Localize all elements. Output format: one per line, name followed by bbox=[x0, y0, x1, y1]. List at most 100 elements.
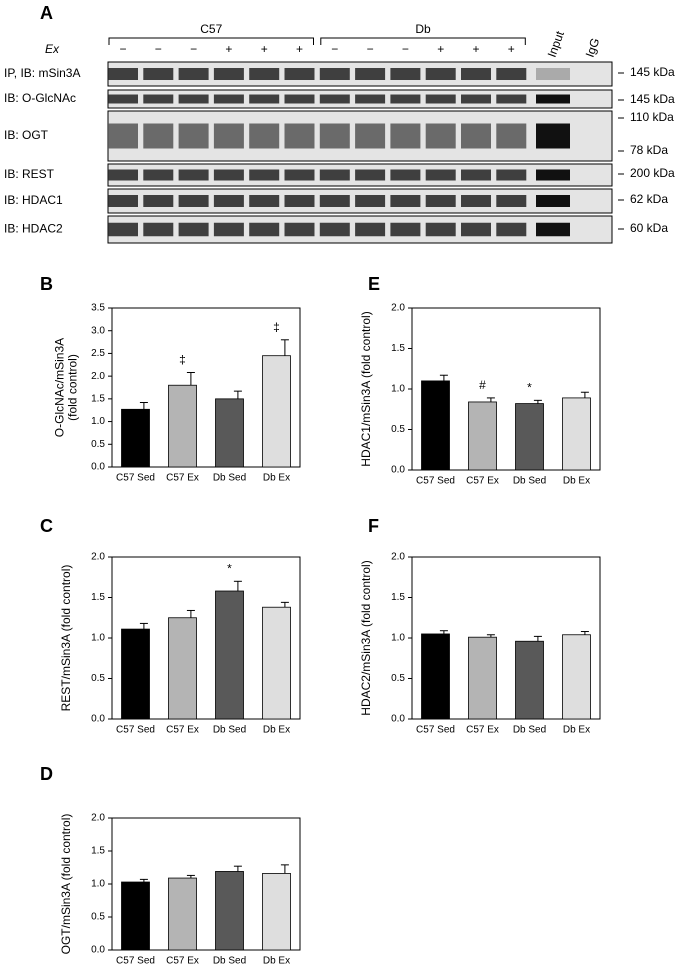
y-tick-label: 0.5 bbox=[91, 439, 105, 450]
treatment-sign: − bbox=[119, 42, 126, 56]
treatment-sign: − bbox=[155, 42, 162, 56]
band bbox=[284, 123, 315, 149]
bar bbox=[121, 881, 150, 951]
bar bbox=[262, 873, 291, 951]
control-label: Input bbox=[545, 29, 568, 59]
y-axis-label: HDAC1/mSin3A (fold control) bbox=[359, 311, 373, 466]
treatment-sign: + bbox=[508, 42, 515, 56]
plot-frame bbox=[111, 307, 301, 468]
annotation: ‡ bbox=[179, 353, 186, 367]
band bbox=[536, 222, 570, 237]
treatment-sign: + bbox=[472, 42, 479, 56]
treatment-sign: + bbox=[225, 42, 232, 56]
bar bbox=[421, 380, 450, 471]
x-tick-label: C57 Ex bbox=[466, 476, 499, 487]
band bbox=[355, 123, 386, 149]
band bbox=[143, 222, 174, 237]
band bbox=[319, 94, 350, 104]
y-tick-label: 0.5 bbox=[391, 673, 405, 684]
band bbox=[461, 222, 491, 237]
band bbox=[213, 195, 244, 207]
band bbox=[355, 195, 386, 207]
x-tick-label: Db Sed bbox=[213, 473, 246, 484]
band bbox=[536, 169, 570, 181]
x-tick-label: C57 Sed bbox=[416, 725, 455, 736]
y-axis-label: REST/mSin3A (fold control) bbox=[59, 565, 73, 712]
x-tick-label: C57 Sed bbox=[116, 725, 155, 736]
x-tick-label: C57 Ex bbox=[166, 725, 199, 736]
bar bbox=[468, 636, 497, 720]
y-tick-label: 0.0 bbox=[91, 945, 105, 956]
band bbox=[355, 169, 386, 181]
annotation: # bbox=[479, 378, 486, 392]
y-tick-label: 2.0 bbox=[91, 813, 105, 824]
y-tick-label: 1.0 bbox=[391, 384, 405, 395]
band bbox=[178, 195, 209, 207]
y-tick-label: 1.5 bbox=[91, 846, 105, 857]
band bbox=[249, 94, 280, 104]
band bbox=[461, 195, 491, 207]
band bbox=[178, 94, 209, 104]
bar bbox=[562, 397, 591, 471]
panel-letter: A bbox=[40, 3, 53, 23]
bar bbox=[515, 403, 544, 471]
band bbox=[461, 94, 491, 104]
y-tick-label: 1.5 bbox=[91, 393, 105, 404]
panel-letter: F bbox=[368, 516, 379, 536]
y-tick-label: 1.5 bbox=[391, 343, 405, 354]
band bbox=[143, 94, 174, 104]
row-label: IB: HDAC2 bbox=[4, 222, 63, 236]
panel-letter: B bbox=[40, 274, 53, 294]
treatment-sign: + bbox=[261, 42, 268, 56]
band bbox=[536, 123, 570, 149]
band bbox=[284, 94, 315, 104]
band bbox=[496, 169, 527, 181]
y-tick-label: 0.5 bbox=[91, 912, 105, 923]
x-tick-label: C57 Ex bbox=[466, 725, 499, 736]
band bbox=[319, 222, 350, 237]
bar bbox=[215, 590, 244, 720]
y-tick-label: 1.0 bbox=[391, 633, 405, 644]
y-tick-label: 2.0 bbox=[91, 552, 105, 563]
band bbox=[496, 123, 527, 149]
band bbox=[284, 68, 315, 80]
band bbox=[249, 68, 280, 80]
band bbox=[143, 169, 174, 181]
y-axis-label: HDAC2/mSin3A (fold control) bbox=[359, 560, 373, 715]
band bbox=[390, 68, 421, 80]
band bbox=[496, 68, 527, 80]
y-tick-label: 0.0 bbox=[391, 714, 405, 725]
y-tick-label: 2.0 bbox=[391, 303, 405, 314]
x-tick-label: C57 Sed bbox=[416, 476, 455, 487]
band bbox=[143, 68, 174, 80]
x-tick-label: Db Sed bbox=[213, 725, 246, 736]
band bbox=[425, 195, 456, 207]
band bbox=[284, 195, 315, 207]
x-tick-label: Db Ex bbox=[563, 476, 590, 487]
x-tick-label: C57 Ex bbox=[166, 956, 199, 967]
marker-label: 145 kDa bbox=[630, 92, 675, 106]
annotation: ‡ bbox=[273, 320, 280, 334]
band bbox=[143, 195, 174, 207]
y-tick-label: 1.0 bbox=[91, 633, 105, 644]
band bbox=[390, 123, 421, 149]
band bbox=[319, 123, 350, 149]
band bbox=[108, 123, 138, 149]
bar bbox=[168, 617, 197, 720]
treatment-sign: − bbox=[190, 42, 197, 56]
band bbox=[390, 169, 421, 181]
y-tick-label: 0.5 bbox=[391, 424, 405, 435]
x-tick-label: Db Ex bbox=[563, 725, 590, 736]
treatment-sign: + bbox=[296, 42, 303, 56]
group-bracket bbox=[108, 37, 314, 45]
marker-label: 145 kDa bbox=[630, 65, 675, 79]
row-label: IB: HDAC1 bbox=[4, 193, 63, 207]
band bbox=[213, 169, 244, 181]
x-tick-label: Db Ex bbox=[263, 725, 290, 736]
treatment-sign: − bbox=[367, 42, 374, 56]
x-tick-label: C57 Ex bbox=[166, 473, 199, 484]
band bbox=[213, 123, 244, 149]
band bbox=[536, 195, 570, 207]
band bbox=[536, 68, 570, 80]
